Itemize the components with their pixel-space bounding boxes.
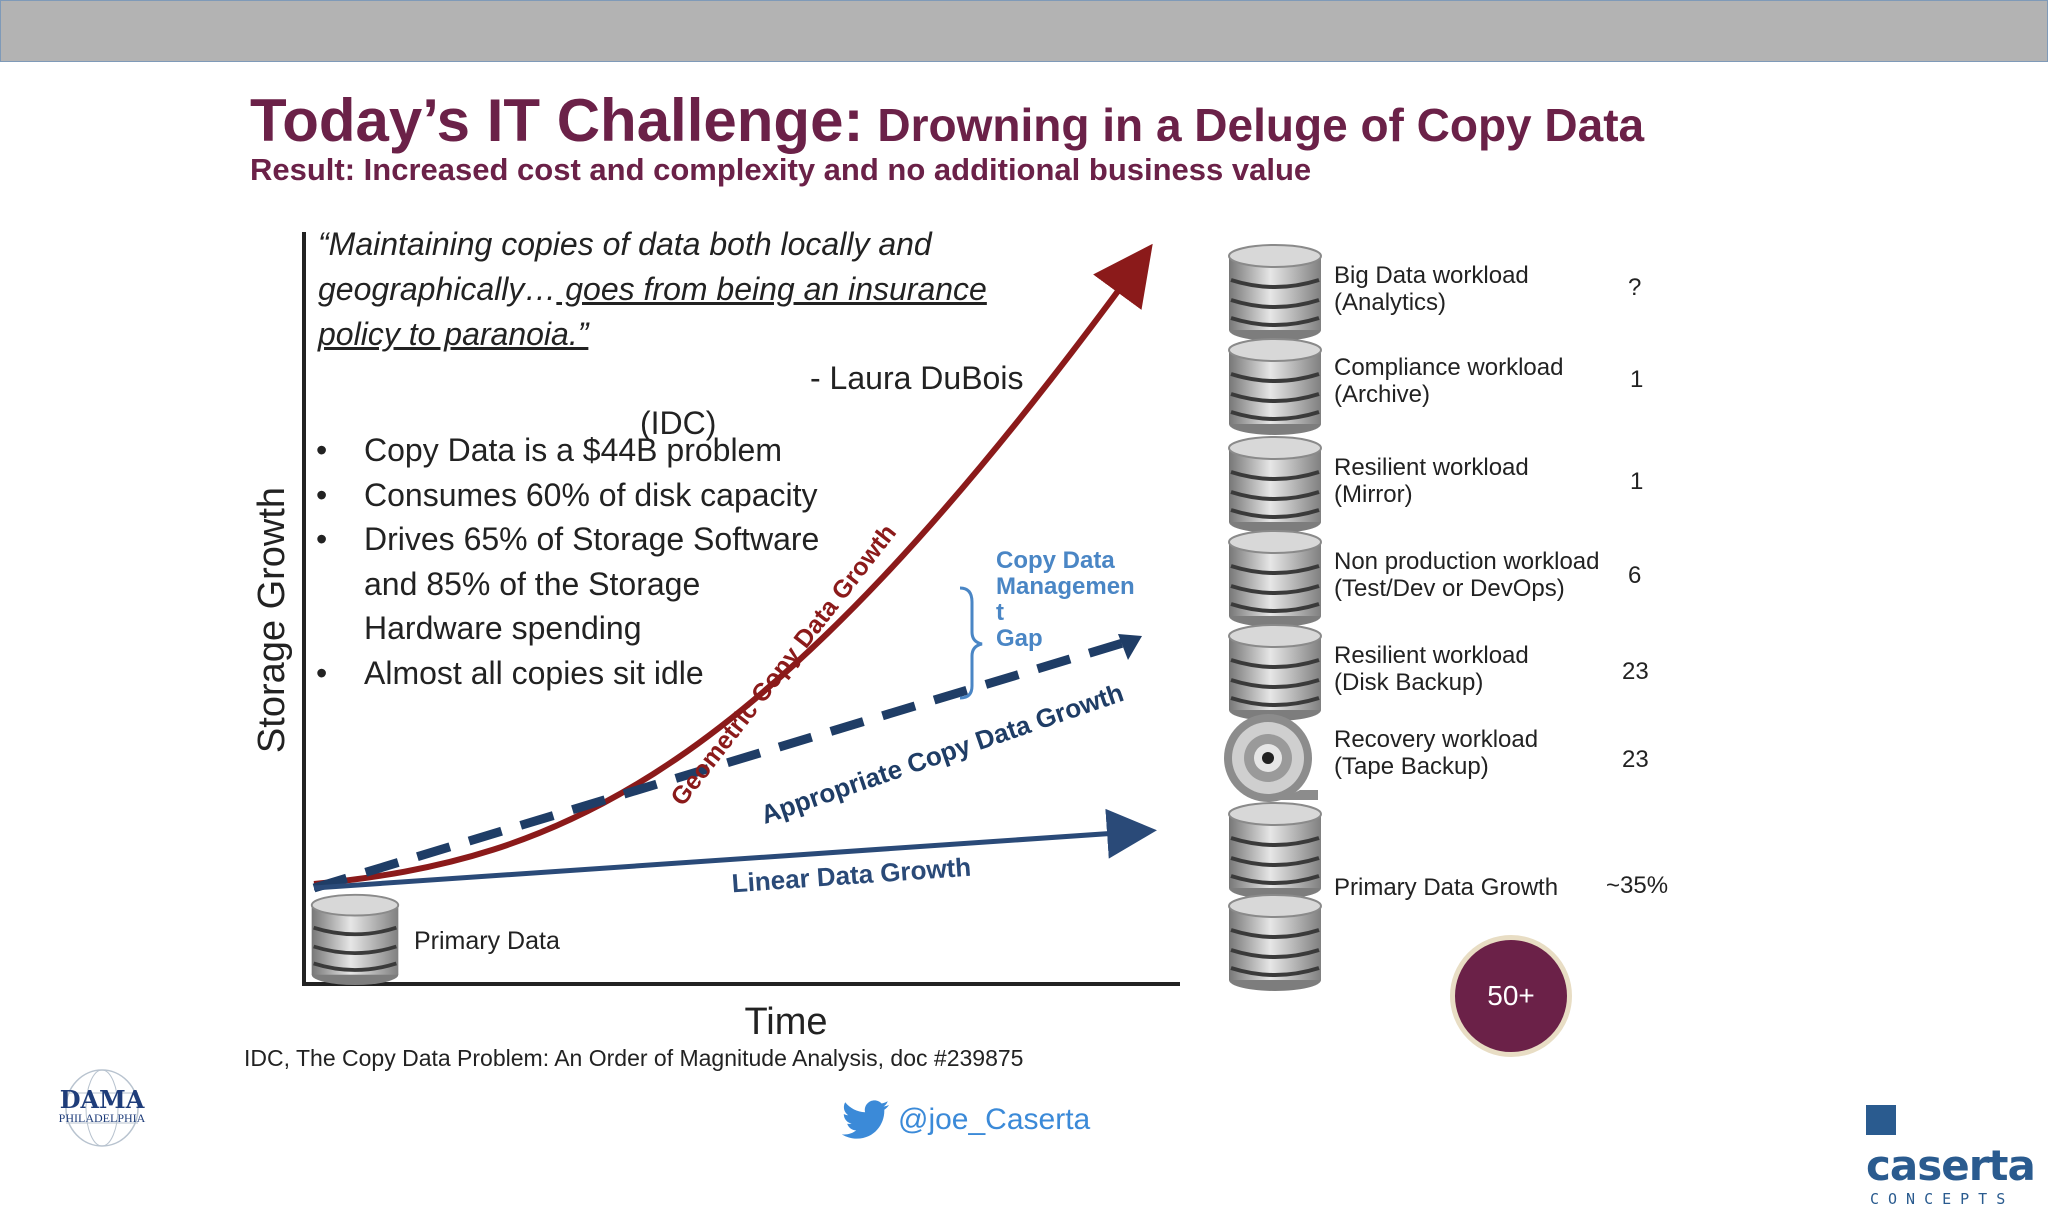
bullet-text: Hardware spending [364, 610, 642, 646]
source-citation: IDC, The Copy Data Problem: An Order of … [244, 1045, 1024, 1071]
caserta-logo-sub: CONCEPTS [1870, 1190, 2015, 1208]
workload-value: ? [1628, 274, 1642, 301]
series-appropriate-line [312, 637, 1128, 893]
bullet-dot: • [316, 432, 328, 468]
bullet-text: and 85% of the Storage [364, 565, 701, 602]
bullet-item-continued: Hardware spending [316, 606, 819, 651]
bullet-item: • Consumes 60% of disk capacity [316, 473, 819, 518]
x-axis-label: Time [744, 1001, 827, 1043]
workload-value: ~35% [1606, 872, 1669, 899]
primary-data-label: Primary Data [414, 927, 560, 955]
workload-name: Big Data workload [1334, 262, 1529, 289]
growth-chart: Geometric Copy Data Growth Appropriate C… [251, 232, 1323, 1043]
workload-name: Primary Data Growth [1334, 874, 1559, 901]
bullet-list: • Copy Data is a $44B problem • Consumes 6… [316, 428, 819, 695]
database-icon [1227, 801, 1323, 900]
workload-name: Recovery workload [1334, 726, 1539, 753]
caserta-logo-name: caserta [1866, 1092, 2048, 1190]
workload-type: (Tape Backup) [1334, 753, 1489, 780]
workload-name: Resilient workload [1334, 642, 1529, 669]
quote-line: geographically… goes from being an insur… [318, 267, 1038, 312]
bullet-text: Almost all copies sit idle [364, 654, 704, 691]
title-main: Today’s IT Challenge: [250, 87, 864, 154]
series-linear-line [313, 808, 1157, 891]
tape-reel-icon [1224, 714, 1318, 802]
quote: “Maintaining copies of data both locally… [318, 222, 1038, 357]
copy-data-management-gap-label: Copy Data Managemen t Gap [996, 548, 1156, 652]
bullet-item: • Almost all copies sit idle [316, 651, 819, 696]
dama-logo-name: DAMA [60, 1085, 145, 1114]
twitter-handle-text: @joe_Caserta [898, 1103, 1091, 1136]
quote-org: (IDC) [640, 405, 717, 441]
workload-label: Primary Data Growth [1334, 874, 1558, 901]
bullet-dot: • [316, 476, 328, 513]
workload-value: 6 [1628, 562, 1642, 589]
gap-label-line: Managemen [996, 573, 1135, 600]
bullet-item: • Drives 65% of Storage Software [316, 517, 819, 562]
dama-philadelphia-logo: DAMA PHILADELPHIA [59, 1069, 146, 1147]
slide-title: Today’s IT Challenge: Drowning in a Delug… [250, 86, 1644, 155]
bullet-text: Copy Data is a $44B problem [364, 432, 782, 468]
series-geometric-line [313, 243, 1153, 887]
bullet-item: • Copy Data is a $44B problem [316, 428, 819, 473]
database-icon [1227, 337, 1323, 436]
database-icon [1227, 893, 1323, 992]
title-rest: Drowning in a Deluge of Copy Data [877, 99, 1645, 151]
workload-type: (Mirror) [1334, 481, 1413, 508]
gap-label-line: Copy Data [996, 547, 1115, 574]
bullet-dot: • [316, 521, 328, 557]
workload-label: Resilient workload (Disk Backup) [1334, 642, 1529, 696]
workload-label: Non production workload (Test/Dev or DevO… [1334, 548, 1600, 602]
total-copies-badge: 50+ [1450, 935, 1572, 1057]
workload-name: Compliance workload [1334, 354, 1564, 381]
workload-label: Resilient workload (Mirror) [1334, 454, 1529, 508]
workload-name: Resilient workload [1334, 454, 1529, 481]
primary-data-icon [309, 892, 401, 986]
bullet-item-continued: and 85% of the Storage [316, 562, 819, 607]
workload-type: (Test/Dev or DevOps) [1334, 575, 1565, 602]
workload-type: (Analytics) [1334, 289, 1447, 316]
bullet-text: Consumes 60% of disk capacity [364, 476, 818, 513]
workload-value: 23 [1622, 746, 1649, 773]
workload-value: 1 [1630, 366, 1644, 393]
caserta-concepts-logo: caserta CONCEPTS [1866, 1092, 2048, 1208]
database-icon [1227, 243, 1323, 342]
y-axis-label: Storage Growth [251, 487, 293, 753]
gap-label-line: Gap [996, 625, 1043, 652]
workload-label: Compliance workload (Archive) [1334, 354, 1563, 408]
dama-logo-sub: PHILADELPHIA [59, 1111, 146, 1125]
workload-type: (Archive) [1334, 381, 1431, 408]
gap-label-line: t [996, 599, 1004, 626]
gap-brace [959, 586, 983, 700]
bullet-dot: • [316, 654, 328, 691]
top-bar [0, 0, 2048, 62]
twitter-bird-icon [842, 1100, 889, 1139]
bullet-text: Drives 65% of Storage Software [364, 521, 820, 557]
workload-name: Non production workload [1334, 548, 1600, 575]
slide-subtitle: Result: Increased cost and complexity an… [250, 152, 1312, 187]
workload-label: Big Data workload (Analytics) [1334, 262, 1529, 316]
quote-line: “Maintaining copies of data both locally… [318, 226, 932, 262]
database-icon [1227, 623, 1323, 722]
quote-text-underlined: goes from being an insurance [556, 271, 987, 307]
series-appropriate-arrow [1118, 634, 1142, 660]
quote-text: geographically… [318, 271, 557, 307]
database-icon [1227, 529, 1323, 628]
quote-author: - Laura DuBois [810, 360, 1024, 396]
caserta-mark-icon [1866, 1104, 1896, 1135]
caserta-logo-text: caserta [1866, 1141, 2036, 1190]
workload-value: 1 [1630, 468, 1644, 495]
workload-type: (Disk Backup) [1334, 669, 1484, 696]
twitter-handle[interactable]: @joe_Caserta [842, 1100, 1090, 1140]
database-icon [1227, 435, 1323, 534]
workload-value: 23 [1622, 658, 1649, 685]
workload-label: Recovery workload (Tape Backup) [1334, 726, 1538, 780]
quote-line: policy to paranoia.” [318, 316, 589, 352]
